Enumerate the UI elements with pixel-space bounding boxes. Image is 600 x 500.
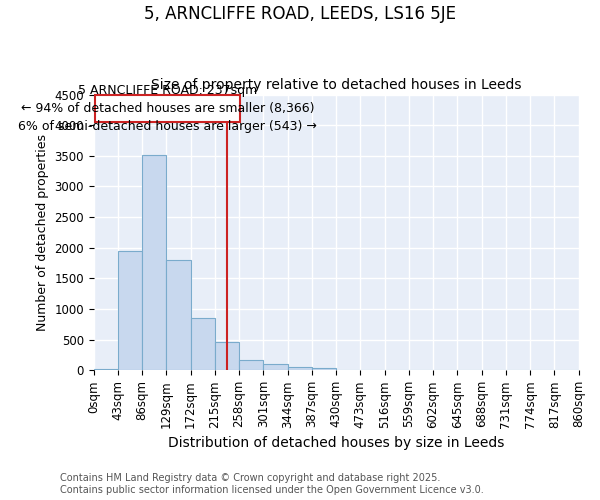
Bar bbox=[215, 342, 239, 370]
Text: 5 ARNCLIFFE ROAD: 237sqm
← 94% of detached houses are smaller (8,366)
6% of semi: 5 ARNCLIFFE ROAD: 237sqm ← 94% of detach… bbox=[18, 84, 317, 133]
Bar bbox=[263, 364, 287, 370]
Bar bbox=[95, 95, 240, 122]
Bar bbox=[312, 368, 336, 370]
Bar bbox=[239, 360, 263, 370]
Text: 5, ARNCLIFFE ROAD, LEEDS, LS16 5JE: 5, ARNCLIFFE ROAD, LEEDS, LS16 5JE bbox=[144, 5, 456, 23]
Title: Size of property relative to detached houses in Leeds: Size of property relative to detached ho… bbox=[151, 78, 521, 92]
Text: Contains HM Land Registry data © Crown copyright and database right 2025.
Contai: Contains HM Land Registry data © Crown c… bbox=[60, 474, 484, 495]
Y-axis label: Number of detached properties: Number of detached properties bbox=[36, 134, 49, 331]
Bar bbox=[118, 251, 142, 370]
Bar bbox=[94, 369, 118, 370]
X-axis label: Distribution of detached houses by size in Leeds: Distribution of detached houses by size … bbox=[168, 436, 504, 450]
Bar bbox=[287, 366, 312, 370]
Bar bbox=[166, 260, 191, 370]
Bar bbox=[191, 318, 215, 370]
Bar bbox=[142, 154, 166, 370]
